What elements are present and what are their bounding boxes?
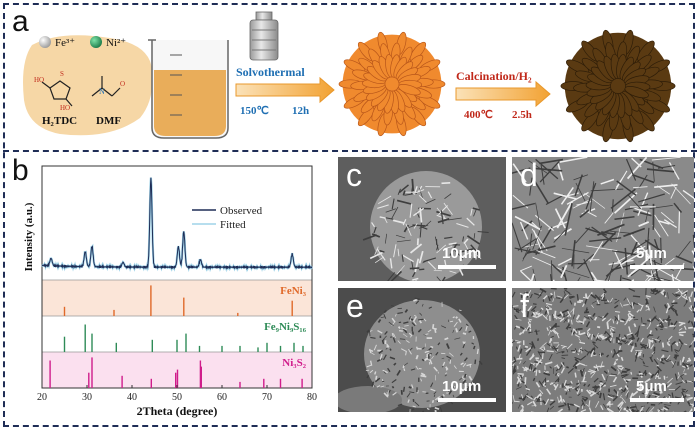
sem-label-c: c [346, 157, 362, 193]
ni-ion-label: Ni²⁺ [106, 37, 126, 49]
panel-label-b: b [12, 154, 29, 187]
ligand-label: H₂TDC [42, 115, 77, 127]
figure-border [3, 3, 695, 427]
beaker-icon [148, 39, 229, 139]
sem-label-e: e [346, 288, 364, 324]
scale-text-f: 5μm [636, 378, 667, 395]
xrd-chart: FeNi₃ Fe₉Ni₉S₁₆ Ni₃S₂ Observed Fitted 20 30 40 5… [23, 165, 317, 418]
x-tick-label: 30 [82, 392, 92, 403]
x-tick-label: 80 [307, 392, 317, 403]
svg-text:HO: HO [60, 104, 70, 112]
sem-image-d [512, 157, 694, 281]
svg-text:S: S [60, 70, 64, 78]
brown-flower-icon [560, 29, 676, 143]
sem-image-f [512, 288, 694, 412]
solvothermal-arrow [235, 76, 335, 104]
scale-text-d: 5μm [636, 245, 667, 262]
x-tick-label: 70 [262, 392, 272, 403]
reference-label: Fe₉Ni₉S₁₆ [264, 321, 307, 333]
sem-image-c [338, 157, 506, 281]
svg-text:N: N [99, 87, 105, 96]
step1-time: 12h [292, 105, 309, 117]
sem-label-d: d [520, 157, 538, 193]
ligand-structure-icon [41, 80, 73, 107]
scale-bar-d [630, 265, 684, 269]
calcination-arrow [455, 80, 551, 108]
svg-text:O: O [120, 80, 125, 88]
x-tick-label: 60 [217, 392, 227, 403]
observed-line [41, 177, 313, 271]
dmf-structure-icon [91, 76, 121, 97]
fe-ion-label: Fe³⁺ [55, 37, 75, 49]
scale-bar-e [438, 398, 496, 402]
autoclave-icon [249, 11, 279, 61]
sem-image-e [338, 288, 506, 412]
orange-flower-icon [338, 31, 446, 137]
solvent-label: DMF [96, 115, 121, 127]
fe-ion-icon [39, 36, 51, 48]
sem-panel-e: e 10μm [338, 288, 506, 412]
sem-label-f: f [520, 288, 529, 324]
step1-label: Solvothermal [236, 65, 305, 79]
panel-a-scheme: Fe³⁺ Ni²⁺ HO S HO N O H₂TDC DMF [23, 11, 676, 143]
step1-temp: 150℃ [240, 105, 269, 117]
ni-ion-icon [90, 36, 102, 48]
step2-time: 2.5h [512, 109, 532, 121]
sem-panel-f: f 5μm [512, 288, 694, 412]
x-tick-label: 50 [172, 392, 182, 403]
panel-label-a: a [12, 5, 29, 38]
reagent-blob [23, 35, 153, 136]
legend-label: Observed [220, 205, 263, 217]
step2-temp: 400℃ [464, 109, 493, 121]
sem-panel-d: d 5μm [512, 157, 694, 281]
scale-bar-f [630, 398, 684, 402]
legend-label: Fitted [220, 219, 246, 231]
scale-bar-c [438, 265, 496, 269]
panel-separator [3, 150, 697, 152]
reference-label: Ni₃S₂ [282, 357, 306, 369]
svg-text:HO: HO [34, 76, 44, 84]
reference-label: FeNi₃ [280, 285, 307, 297]
sem-panel-c: c 10μm [338, 157, 506, 281]
y-axis-label: Intensity (a.u.) [23, 202, 35, 271]
x-axis-label: 2Theta (degree) [137, 404, 218, 418]
scale-text-c: 10μm [442, 245, 482, 262]
scale-text-e: 10μm [442, 378, 482, 395]
x-tick-label: 20 [37, 392, 47, 403]
x-tick-label: 40 [127, 392, 137, 403]
step2-label: Calcination/H₂ [456, 69, 532, 83]
